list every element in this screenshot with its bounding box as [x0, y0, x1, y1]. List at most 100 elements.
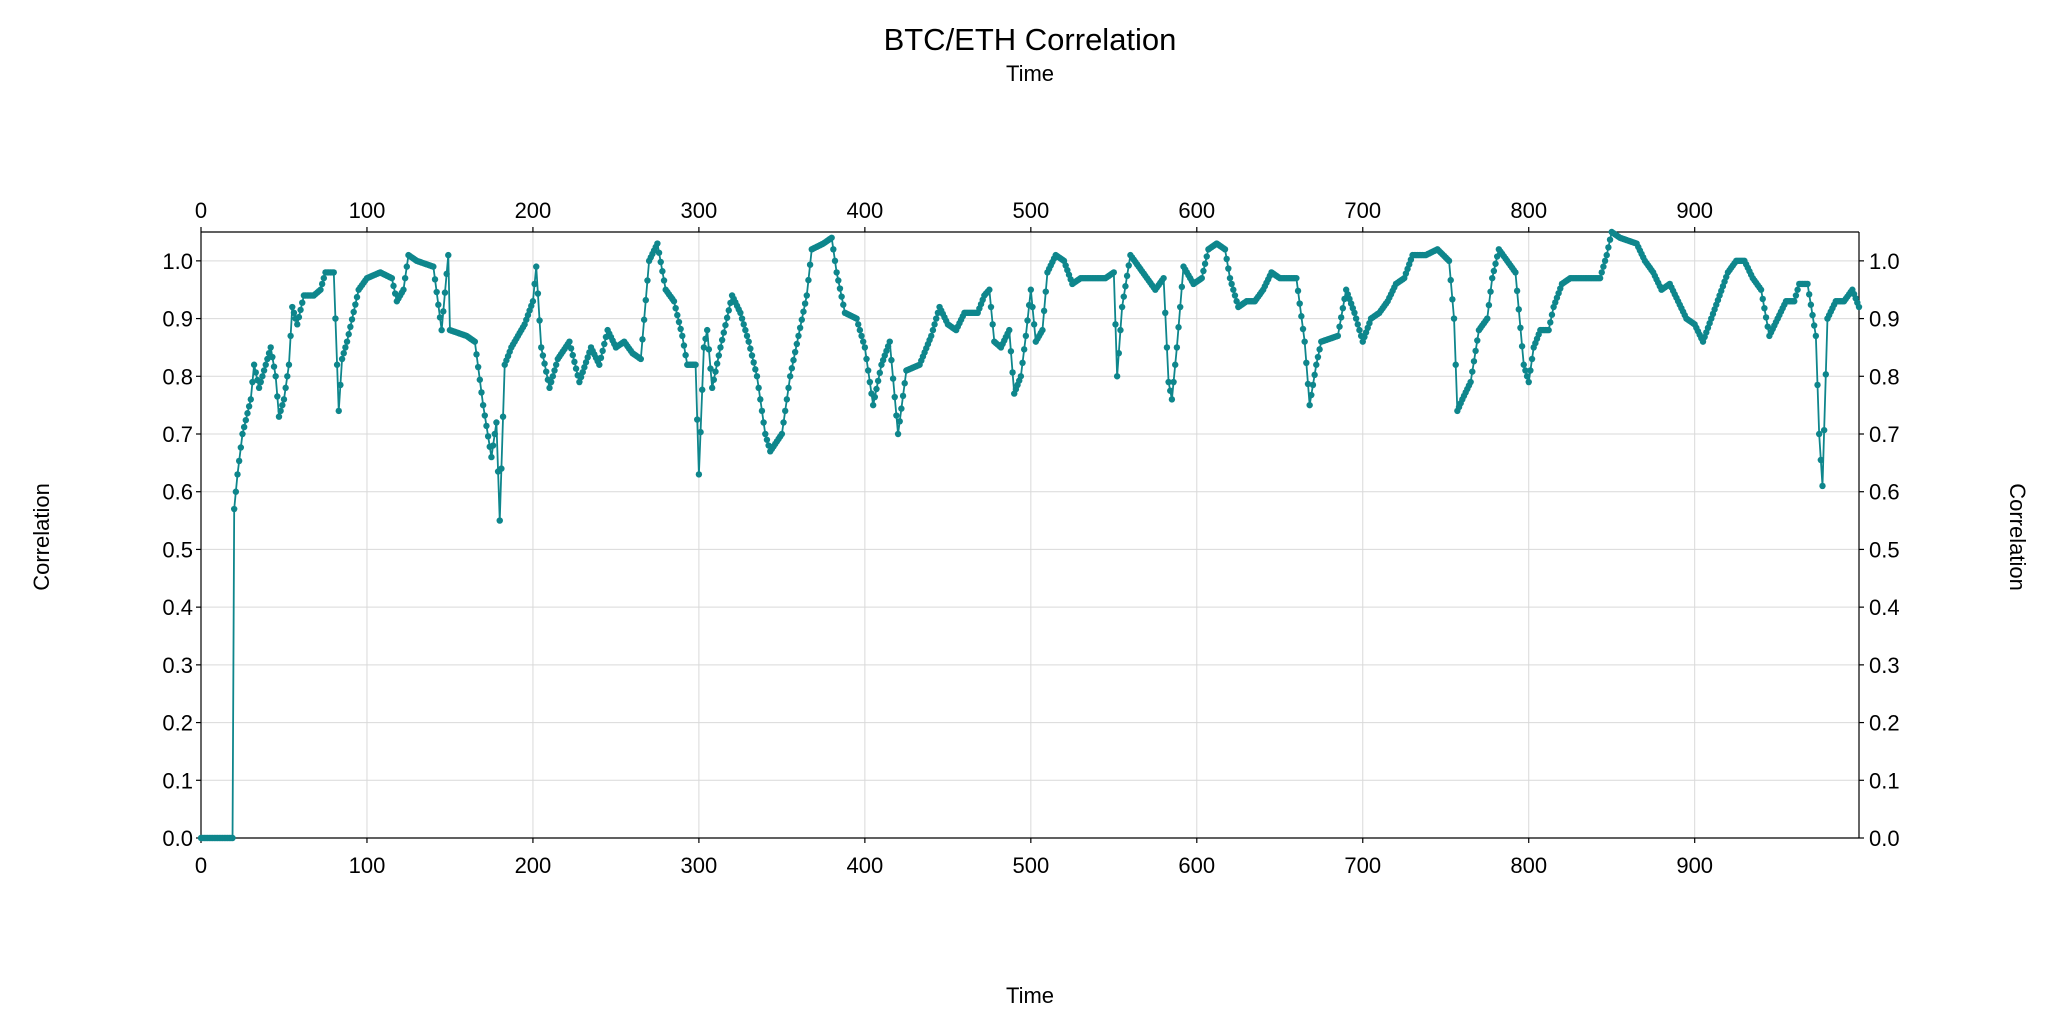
data-point [295, 313, 303, 321]
data-point [715, 352, 723, 359]
data-point [436, 314, 444, 321]
data-point [1233, 298, 1240, 305]
data-point [1314, 353, 1322, 361]
data-point [496, 517, 503, 524]
data-point [1294, 287, 1302, 295]
data-point [1472, 347, 1479, 355]
data-point [443, 270, 450, 278]
data-point [642, 296, 649, 304]
axes-layer [196, 227, 1864, 843]
data-point [569, 351, 576, 359]
data-point [1027, 286, 1035, 293]
data-point [244, 410, 251, 417]
data-point [239, 430, 246, 438]
data-point [866, 378, 874, 386]
data-point [931, 321, 938, 328]
data-point [1807, 301, 1815, 308]
data-point [1110, 269, 1118, 276]
data-point [577, 373, 585, 381]
data-point [1810, 322, 1818, 329]
data-point [567, 345, 575, 352]
data-point [891, 393, 898, 401]
data-point [801, 300, 809, 307]
x-tick-label-top: 0 [195, 198, 207, 223]
data-point [1019, 359, 1026, 367]
data-point [1606, 236, 1614, 243]
data-point [679, 332, 686, 340]
data-point [333, 361, 341, 368]
data-point [297, 306, 304, 314]
data-point [707, 365, 714, 372]
data-point [1762, 314, 1770, 321]
y-tick-label-left: 0.1 [162, 768, 193, 793]
data-point [552, 361, 560, 368]
data-point [531, 280, 538, 288]
data-point [1168, 396, 1176, 403]
data-point [790, 356, 797, 364]
data-point [838, 293, 845, 300]
y-tick-label-left: 0.9 [162, 307, 193, 332]
data-point [713, 360, 721, 367]
data-point [1855, 303, 1863, 311]
x-tick-label-bottom: 200 [515, 853, 552, 878]
data-point [1600, 263, 1607, 270]
data-point [750, 359, 757, 366]
data-point [255, 384, 263, 392]
data-point [343, 338, 351, 345]
data-point [855, 321, 862, 328]
data-point [1120, 293, 1127, 300]
data-point [433, 288, 440, 296]
data-point [888, 356, 895, 364]
data-point [753, 373, 761, 380]
data-point [445, 251, 452, 259]
x-tick-label-top: 900 [1676, 198, 1713, 223]
data-point [899, 392, 907, 400]
data-point [539, 352, 547, 359]
data-point [793, 340, 801, 348]
data-point [695, 471, 703, 478]
y-tick-label-right: 0.1 [1869, 768, 1900, 793]
data-point [1009, 369, 1016, 376]
x-tick-label-bottom: 900 [1676, 853, 1713, 878]
data-point [572, 365, 580, 372]
data-point [1311, 371, 1318, 379]
data-point [1299, 325, 1307, 333]
data-point [1316, 346, 1323, 353]
y-tick-label-right: 0.8 [1869, 364, 1900, 389]
data-point [675, 318, 683, 326]
data-point [1024, 317, 1031, 324]
y-tick-label-right: 0.4 [1869, 595, 1900, 620]
data-point [1022, 332, 1030, 340]
data-point [1352, 315, 1360, 322]
data-point [1351, 309, 1358, 316]
data-point [659, 268, 666, 275]
data-point [274, 393, 281, 400]
x-tick-label-top: 500 [1012, 198, 1049, 223]
data-point [831, 257, 839, 265]
data-point [1809, 311, 1816, 319]
data-point [1804, 280, 1811, 288]
data-point [680, 342, 688, 349]
data-point [745, 338, 752, 345]
data-point [853, 315, 860, 322]
x-tick-label-bottom: 600 [1178, 853, 1215, 878]
x-tick-label-top: 400 [847, 198, 884, 223]
data-point [282, 384, 289, 392]
data-point [723, 314, 731, 321]
y-tick-label-right: 0.9 [1869, 307, 1900, 332]
data-point [272, 373, 279, 380]
data-point [933, 315, 940, 322]
data-point [277, 407, 284, 415]
x-tick-label-bottom: 300 [681, 853, 718, 878]
data-point [1198, 274, 1205, 282]
data-point [1112, 321, 1119, 328]
data-point [1118, 303, 1126, 311]
data-point [1806, 291, 1813, 298]
data-point [705, 346, 713, 353]
data-point [788, 365, 796, 372]
data-point [245, 403, 253, 410]
data-point [708, 384, 716, 392]
data-point [330, 269, 337, 276]
data-point [474, 363, 482, 371]
data-point [893, 412, 900, 419]
